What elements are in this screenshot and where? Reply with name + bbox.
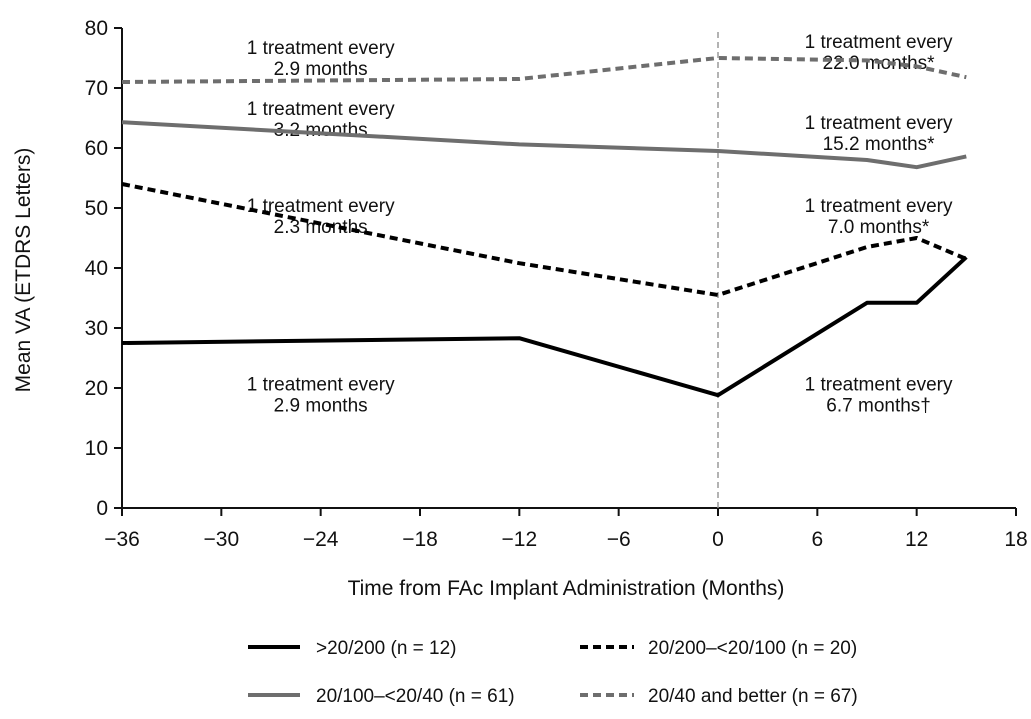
y-tick-label: 10 bbox=[85, 437, 108, 460]
legend-label: >20/200 (n = 12) bbox=[316, 638, 457, 659]
legend-label: 20/100–<20/40 (n = 61) bbox=[316, 686, 515, 707]
y-tick-label: 40 bbox=[85, 257, 108, 280]
annotation-line-2: 2.9 months bbox=[274, 395, 368, 416]
y-tick-label: 0 bbox=[96, 497, 108, 520]
y-tick-label: 50 bbox=[85, 197, 108, 220]
y-tick-label: 20 bbox=[85, 377, 108, 400]
legend-label: 20/200–<20/100 (n = 20) bbox=[648, 638, 857, 659]
y-tick-label: 60 bbox=[85, 137, 108, 160]
series-line-4 bbox=[121, 56, 967, 84]
legend-item: 20/200–<20/100 (n = 20) bbox=[580, 638, 857, 659]
x-tick-label: −18 bbox=[402, 528, 438, 551]
annotation-line-1: 1 treatment every bbox=[247, 99, 395, 120]
legend-label: 20/40 and better (n = 67) bbox=[648, 686, 858, 707]
annotation-line-1: 1 treatment every bbox=[805, 32, 953, 53]
x-tick-label: −24 bbox=[303, 528, 339, 551]
annotation-line-2: 15.2 months* bbox=[823, 134, 936, 155]
x-tick-label: −12 bbox=[502, 528, 538, 551]
y-tick-label: 80 bbox=[85, 17, 108, 40]
x-axis-label: Time from FAc Implant Administration (Mo… bbox=[348, 577, 785, 600]
series-line-3 bbox=[121, 120, 967, 170]
x-tick-label: −30 bbox=[204, 528, 240, 551]
y-tick-label: 70 bbox=[85, 77, 108, 100]
annotation-line-2: 2.3 months bbox=[274, 217, 368, 238]
x-tick-label: 0 bbox=[712, 528, 724, 551]
legend-item: 20/40 and better (n = 67) bbox=[580, 686, 858, 707]
annotation-line-1: 1 treatment every bbox=[805, 113, 953, 134]
annotation-line-2: 2.9 months bbox=[274, 59, 368, 80]
annotation-line-1: 1 treatment every bbox=[247, 38, 395, 59]
annotation-line-1: 1 treatment every bbox=[247, 374, 395, 395]
legend: >20/200 (n = 12) 20/200–<20/100 (n = 20) 2… bbox=[248, 638, 858, 707]
legend-item: >20/200 (n = 12) bbox=[248, 638, 457, 659]
y-tick-label: 30 bbox=[85, 317, 108, 340]
annotation-line-2: 6.7 months† bbox=[826, 395, 931, 416]
x-tick-label: 18 bbox=[1004, 528, 1027, 551]
x-tick-label: 6 bbox=[811, 528, 823, 551]
series-line-2 bbox=[121, 182, 968, 297]
x-tick-label: −36 bbox=[104, 528, 140, 551]
legend-item: 20/100–<20/40 (n = 61) bbox=[248, 686, 515, 707]
series-layer bbox=[121, 56, 968, 398]
series-line-1 bbox=[121, 255, 968, 398]
x-tick-label: −6 bbox=[607, 528, 631, 551]
annotation-line-1: 1 treatment every bbox=[247, 196, 395, 217]
axes-layer: 0 10 20 30 40 50 60 70 80 −36 −30 −24 −18 −12 −6 0 6 12 18 bbox=[85, 17, 1028, 551]
y-axis-label: Mean VA (ETDRS Letters) bbox=[12, 148, 35, 393]
x-tick-label: 12 bbox=[905, 528, 928, 551]
annotation-line-2: 7.0 months* bbox=[828, 217, 930, 238]
annotation-line-1: 1 treatment every bbox=[805, 196, 953, 217]
annotation-line-1: 1 treatment every bbox=[805, 374, 953, 395]
